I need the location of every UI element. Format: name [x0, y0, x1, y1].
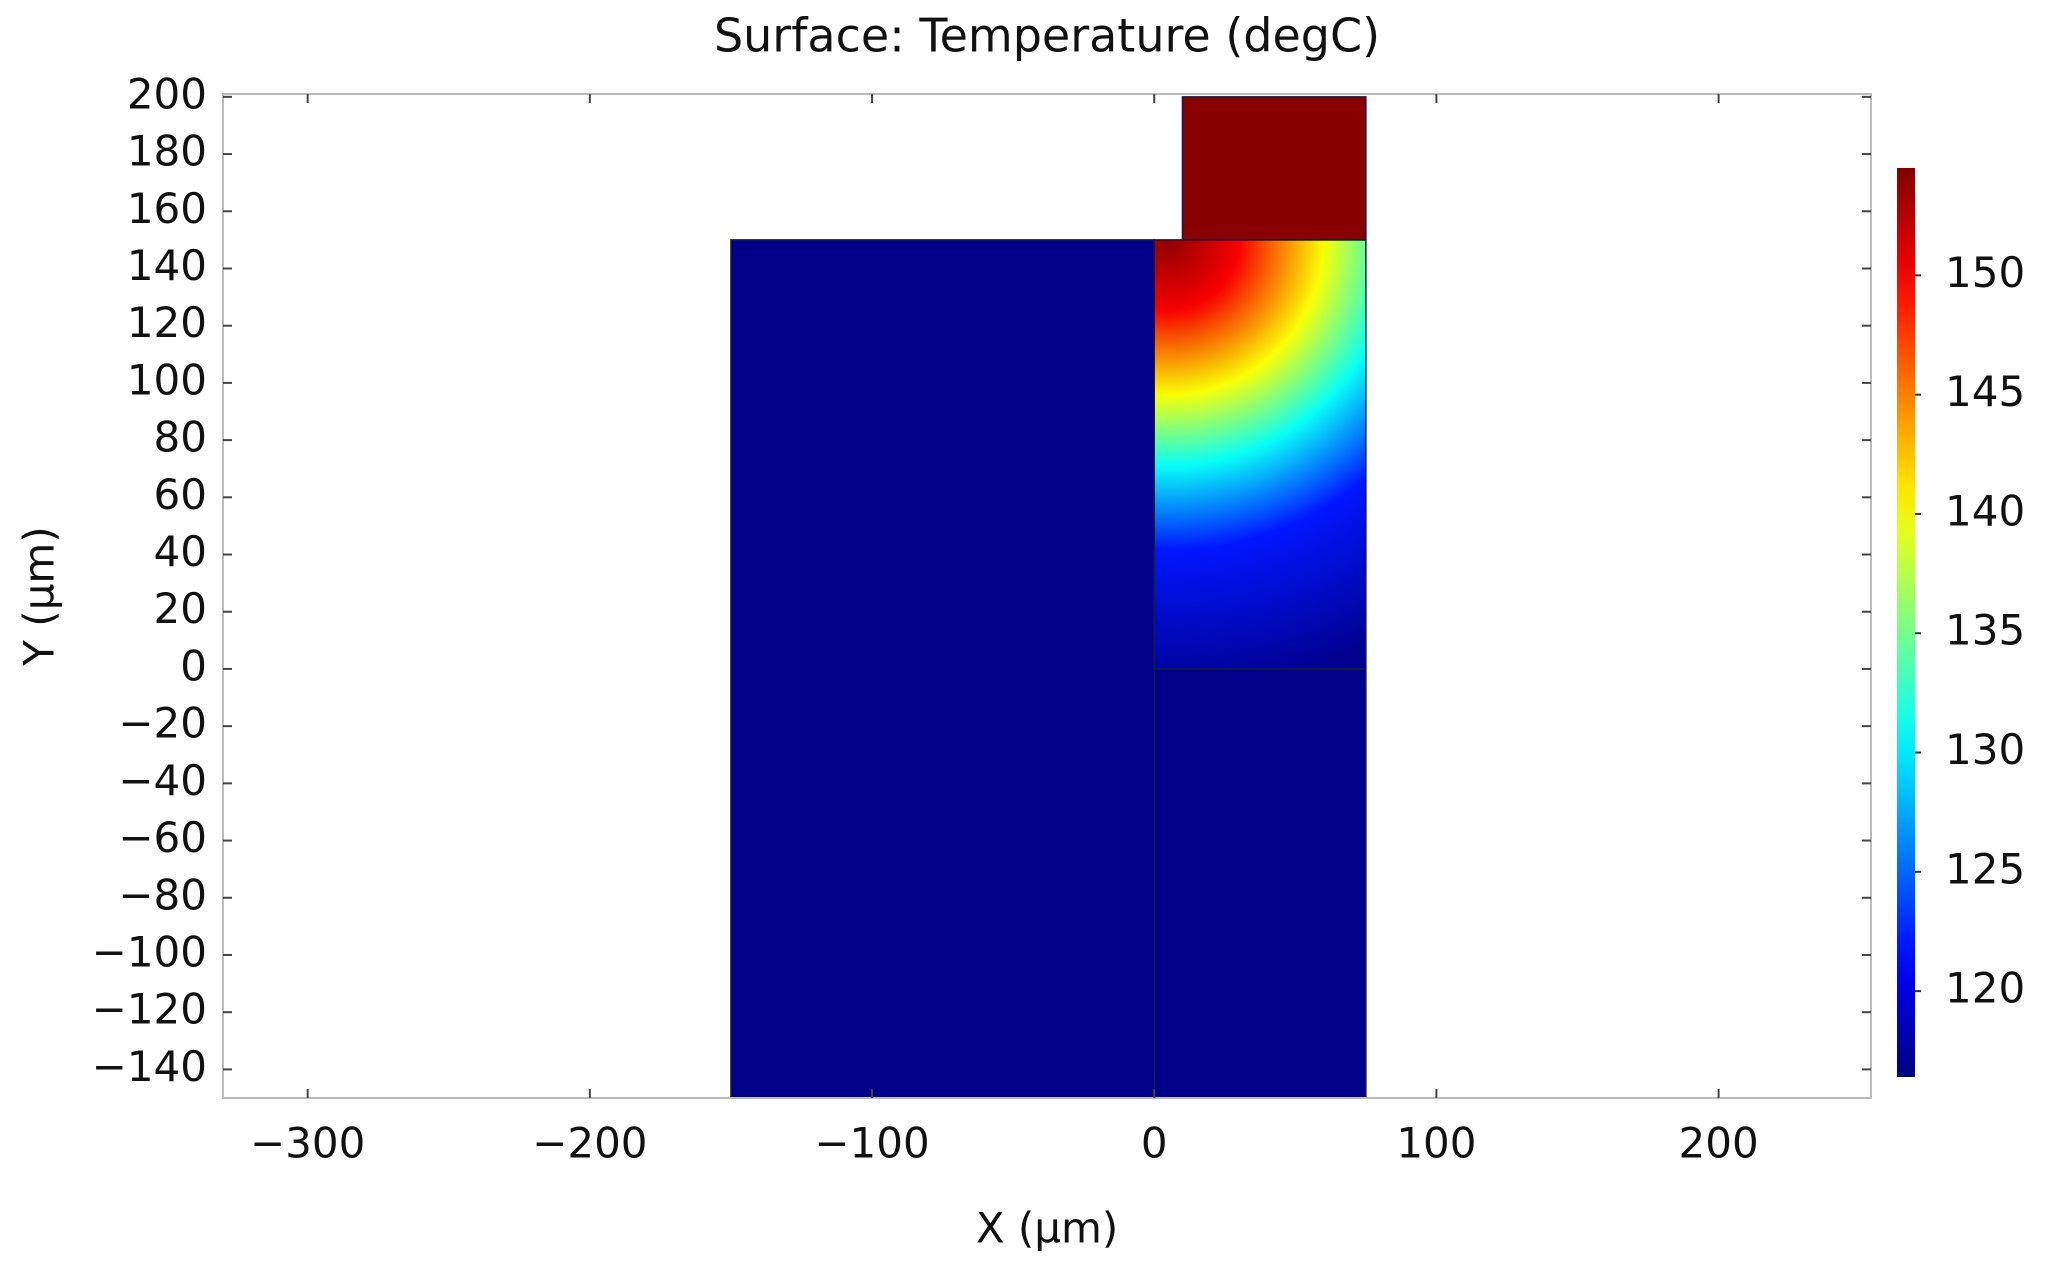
y-tick-label: −20 [118, 699, 207, 748]
colorbar-tick-label: 135 [1945, 606, 2025, 655]
colorbar-tick-label: 130 [1945, 725, 2025, 774]
colorbar [1897, 168, 1915, 1077]
colorbar-tick-label: 125 [1945, 844, 2025, 893]
y-tick-label: 0 [180, 641, 207, 690]
y-tick-label: 200 [127, 69, 207, 118]
chart-title: Surface: Temperature (degC) [714, 9, 1380, 63]
y-tick-label: −120 [92, 985, 207, 1034]
x-tick-label: 100 [1396, 1119, 1476, 1168]
y-tick-label: 20 [154, 584, 207, 633]
domain [1153, 668, 1367, 1099]
x-tick-label: 0 [1141, 1119, 1168, 1168]
y-tick-label: 40 [154, 527, 207, 576]
domain [1181, 96, 1367, 241]
y-tick-label: 60 [154, 470, 207, 519]
domain [1153, 239, 1367, 670]
colorbar-tick-label: 120 [1945, 964, 2025, 1013]
y-tick-label: 100 [127, 355, 207, 404]
y-tick-label: 140 [127, 241, 207, 290]
y-tick-label: −60 [118, 813, 207, 862]
x-tick-label: −300 [250, 1119, 365, 1168]
y-tick-label: −80 [118, 870, 207, 919]
plot-frame [222, 93, 1872, 1099]
colorbar-tick-label: 140 [1945, 486, 2025, 535]
y-tick-label: 80 [154, 413, 207, 462]
colorbar-tick-label: 150 [1945, 248, 2025, 297]
y-tick-label: 120 [127, 298, 207, 347]
y-tick-label: 160 [127, 184, 207, 233]
colorbar-tick-label: 145 [1945, 367, 2025, 416]
y-tick-label: −40 [118, 756, 207, 805]
x-tick-label: −100 [814, 1119, 929, 1168]
y-tick-label: −140 [92, 1042, 207, 1091]
domain [730, 239, 1155, 1099]
x-tick-label: −200 [532, 1119, 647, 1168]
x-tick-label: 200 [1679, 1119, 1759, 1168]
y-axis-label: Y (µm) [15, 526, 64, 666]
y-tick-label: −100 [92, 927, 207, 976]
x-axis-label: X (µm) [976, 1204, 1119, 1253]
y-tick-label: 180 [127, 127, 207, 176]
